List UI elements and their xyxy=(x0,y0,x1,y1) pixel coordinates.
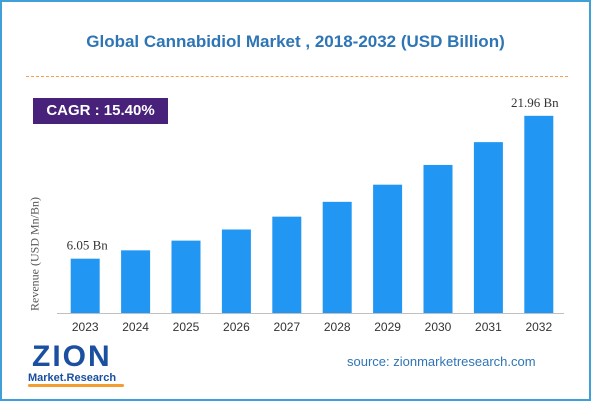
bar-2027 xyxy=(272,216,302,313)
x-tick-label-2028: 2028 xyxy=(324,320,351,334)
cagr-badge: CAGR : 15.40% xyxy=(33,98,168,124)
x-tick-label-2031: 2031 xyxy=(475,320,502,334)
source-text: source: zionmarketresearch.com xyxy=(347,354,536,369)
x-tick-label-2023: 2023 xyxy=(72,320,99,334)
zion-logo: ZION Market.Research xyxy=(28,342,138,390)
x-tick-label-2024: 2024 xyxy=(122,320,149,334)
x-tick-label-2030: 2030 xyxy=(425,320,452,334)
bar-2028 xyxy=(322,201,352,313)
x-tick-label-2025: 2025 xyxy=(173,320,200,334)
bar-2029 xyxy=(373,184,403,313)
bar-2030 xyxy=(423,164,453,313)
x-tick-label-2027: 2027 xyxy=(273,320,300,334)
bar-2032 xyxy=(524,115,554,313)
bar-2024 xyxy=(121,250,151,313)
bar-2031 xyxy=(473,142,503,313)
data-label-last: 21.96 Bn xyxy=(511,95,559,110)
chart-title: Global Cannabidiol Market , 2018-2032 (U… xyxy=(86,32,505,51)
x-tick-label-2029: 2029 xyxy=(374,320,401,334)
x-tick-label-2032: 2032 xyxy=(525,320,552,334)
bar-2025 xyxy=(171,240,201,313)
data-label-first: 6.05 Bn xyxy=(67,238,109,253)
bar-2023 xyxy=(70,258,100,313)
logo-swoosh xyxy=(28,384,124,387)
logo-wordmark: ZION xyxy=(32,340,112,373)
x-tick-label-2026: 2026 xyxy=(223,320,250,334)
bar-2026 xyxy=(221,229,251,313)
title-divider xyxy=(26,76,568,77)
logo-subtitle: Market.Research xyxy=(28,372,117,384)
